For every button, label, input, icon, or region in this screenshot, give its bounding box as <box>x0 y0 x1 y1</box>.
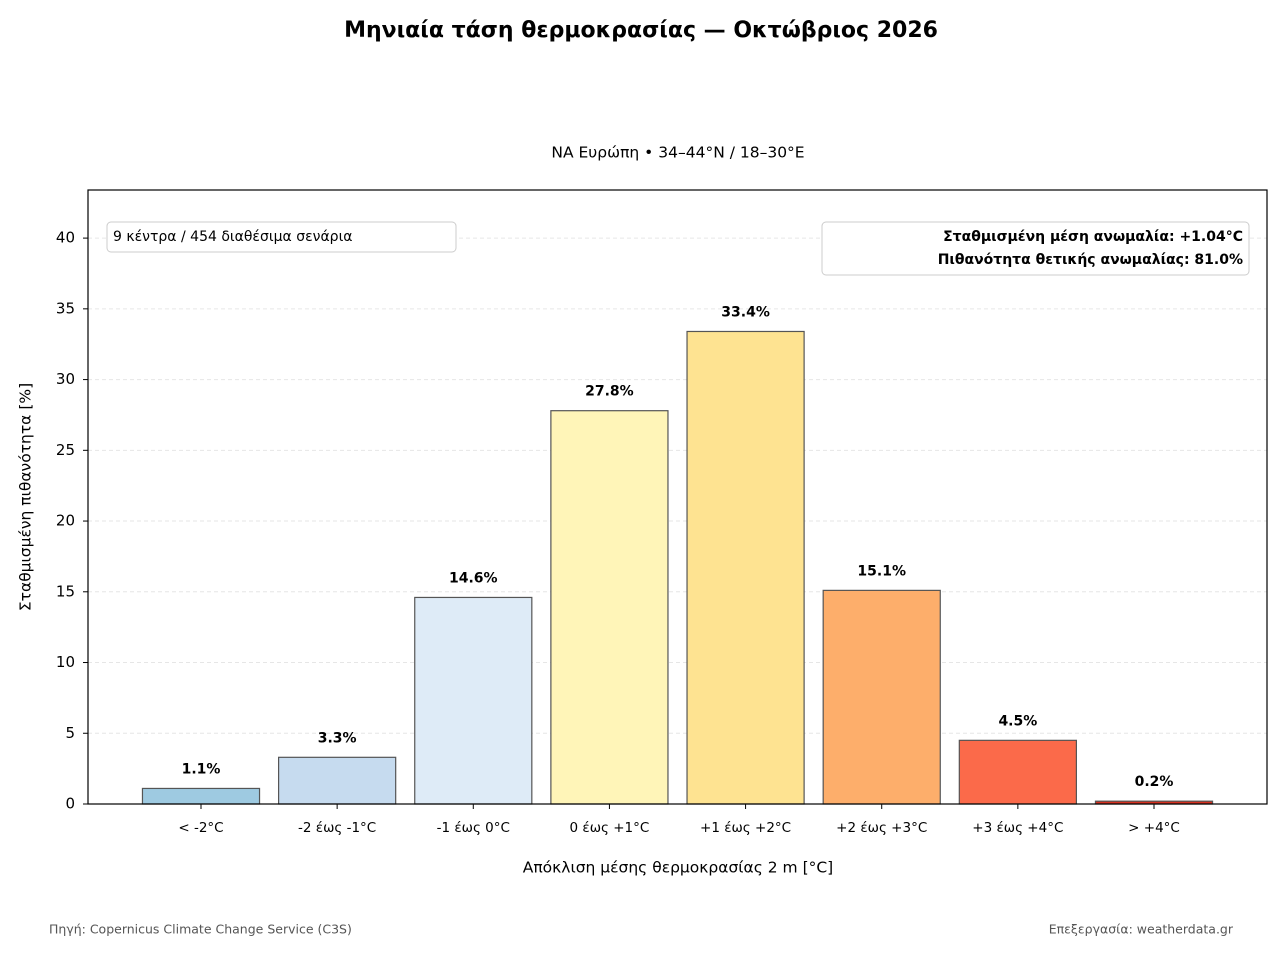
plot-area: 0 5 10 15 20 25 30 35 40 < -2°C 1.1% -2 έως -1°C 3.3… <box>56 229 1267 836</box>
x-tick-label: +3 έως +4°C <box>972 820 1063 836</box>
x-tick-label: -2 έως -1°C <box>298 820 376 836</box>
bar <box>958 739 1077 805</box>
y-tick-label: 30 <box>56 370 75 388</box>
source-note: Πηγή: Copernicus Climate Change Service … <box>49 922 352 937</box>
stats-box <box>821 221 1250 276</box>
info-text: 9 κέντρα / 454 διαθέσιμα σενάρια <box>113 229 353 245</box>
info-box <box>106 221 457 253</box>
x-tick-label: +2 έως +3°C <box>836 820 927 836</box>
bar <box>822 589 941 805</box>
y-tick-label: 15 <box>56 582 75 600</box>
bar <box>414 596 533 805</box>
value-label: 4.5% <box>998 713 1037 729</box>
y-axis-label: Σταθμισμένη πιθανότητα [%] <box>17 383 35 611</box>
y-tick-label: 35 <box>56 299 75 317</box>
bar <box>550 410 669 805</box>
y-tick-label: 40 <box>56 229 75 247</box>
value-label: 14.6% <box>449 570 498 586</box>
y-tick-label: 5 <box>65 724 75 742</box>
x-tick-label: > +4°C <box>1128 820 1180 836</box>
value-label: 0.2% <box>1135 774 1174 790</box>
value-label: 1.1% <box>182 761 221 777</box>
x-tick-label: -1 έως 0°C <box>437 820 510 836</box>
bar <box>278 756 397 805</box>
value-label: 15.1% <box>857 563 906 579</box>
value-label: 3.3% <box>318 730 357 746</box>
y-tick-label: 25 <box>56 441 75 459</box>
stats-text: Πιθανότητα θετικής ανωμαλίας: 81.0% <box>938 252 1243 268</box>
chart-subtitle: ΝΑ Ευρώπη • 34–44°N / 18–30°E <box>551 144 804 162</box>
x-tick-label: +1 έως +2°C <box>700 820 791 836</box>
y-tick-label: 0 <box>65 795 75 813</box>
y-tick-label: 10 <box>56 653 75 671</box>
bar <box>141 787 261 805</box>
value-label: 33.4% <box>721 304 770 320</box>
x-tick-label: 0 έως +1°C <box>570 820 650 836</box>
stats-text: Σταθμισμένη μέση ανωμαλία: +1.04°C <box>943 229 1243 245</box>
x-axis-label: Απόκλιση μέσης θερμοκρασίας 2 m [°C] <box>523 859 833 877</box>
plot-frame <box>87 189 1268 805</box>
credit-note: Επεξεργασία: weatherdata.gr <box>1049 922 1234 937</box>
chart-title: Μηνιαία τάση θερμοκρασίας — Οκτώβριος 20… <box>344 18 938 43</box>
value-label: 27.8% <box>585 384 634 400</box>
bar <box>686 330 805 805</box>
x-tick-label: < -2°C <box>178 820 223 836</box>
y-tick-label: 20 <box>56 512 75 530</box>
